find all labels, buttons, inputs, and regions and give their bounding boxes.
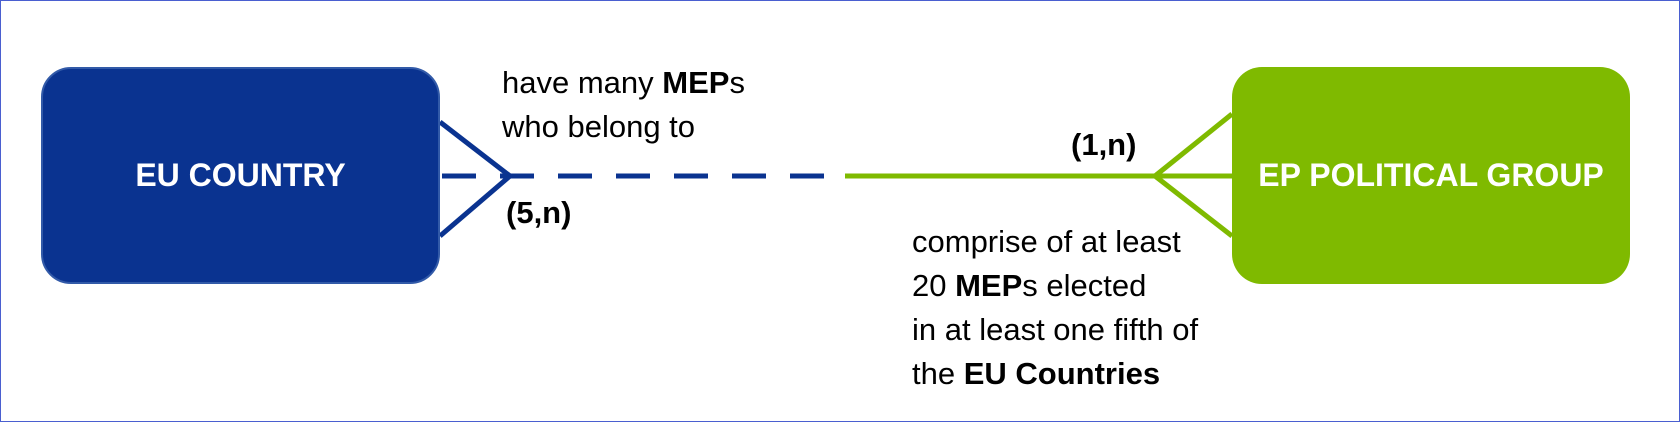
text-fragment: have many	[502, 65, 663, 100]
entity-eu-country-label: EU COUNTRY	[135, 157, 346, 193]
text-bold-fragment: MEP	[662, 65, 730, 100]
text-bold-fragment: EU Countries	[963, 356, 1161, 391]
relationship-label-line: in at least one fifth of	[912, 312, 1199, 347]
cardinality-right: (1,n)	[1071, 127, 1137, 162]
relationship-label-line: comprise of at least	[912, 224, 1181, 259]
cardinality-left: (5,n)	[506, 195, 572, 230]
right-crows-foot-top	[1153, 112, 1234, 178]
entity-eu-country: EU COUNTRY	[41, 67, 440, 284]
text-fragment: the	[912, 356, 964, 391]
left-crows-foot	[438, 120, 512, 238]
relationship-label-line: have many MEPs	[502, 61, 745, 105]
text-fragment: s elected	[1022, 268, 1147, 303]
text-fragment: s	[729, 65, 745, 100]
right-crows-foot-bottom	[1153, 174, 1234, 238]
relationship-label-left-to-right: have many MEPs who belong to	[502, 61, 745, 149]
right-crows-foot	[1153, 112, 1234, 238]
entity-ep-political-group: EP POLITICAL GROUP	[1232, 67, 1630, 284]
text-fragment: 20	[912, 268, 956, 303]
relationship-label-right-to-left: comprise of at least 20 MEPs elected in …	[912, 220, 1198, 396]
left-crows-foot-bottom	[438, 174, 512, 238]
entity-ep-political-group-label: EP POLITICAL GROUP	[1258, 157, 1604, 193]
relationship-label-line: who belong to	[502, 109, 696, 144]
relationship-label-line: 20 MEPs elected	[912, 264, 1198, 308]
relationship-label-line: the EU Countries	[912, 352, 1198, 396]
left-crows-foot-top	[438, 120, 512, 178]
text-bold-fragment: MEP	[955, 268, 1023, 303]
